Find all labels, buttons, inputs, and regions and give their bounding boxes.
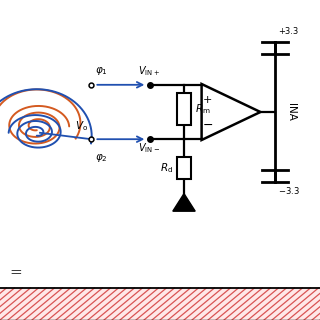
Bar	[0, 288, 320, 320]
Text: $\varphi_2$: $\varphi_2$	[95, 152, 108, 164]
Text: $R_{\rm d}$: $R_{\rm d}$	[160, 161, 173, 175]
Text: $V_{\rm IN-}$: $V_{\rm IN-}$	[138, 141, 160, 155]
Text: INA: INA	[286, 103, 296, 121]
Bar	[177, 157, 191, 179]
Text: $-$: $-$	[202, 118, 213, 131]
Text: $\varphi_1$: $\varphi_1$	[95, 65, 108, 77]
Polygon shape	[173, 194, 195, 211]
Text: +: +	[203, 95, 212, 105]
Bar	[177, 93, 191, 125]
Text: +3.3: +3.3	[278, 27, 299, 36]
Text: =: =	[10, 267, 22, 281]
Text: $V_{\rm o}$: $V_{\rm o}$	[75, 119, 88, 133]
Text: $V_{\rm IN+}$: $V_{\rm IN+}$	[138, 65, 160, 78]
Text: $R_{\rm m}$: $R_{\rm m}$	[195, 102, 211, 116]
Text: $-$3.3: $-$3.3	[278, 185, 300, 196]
